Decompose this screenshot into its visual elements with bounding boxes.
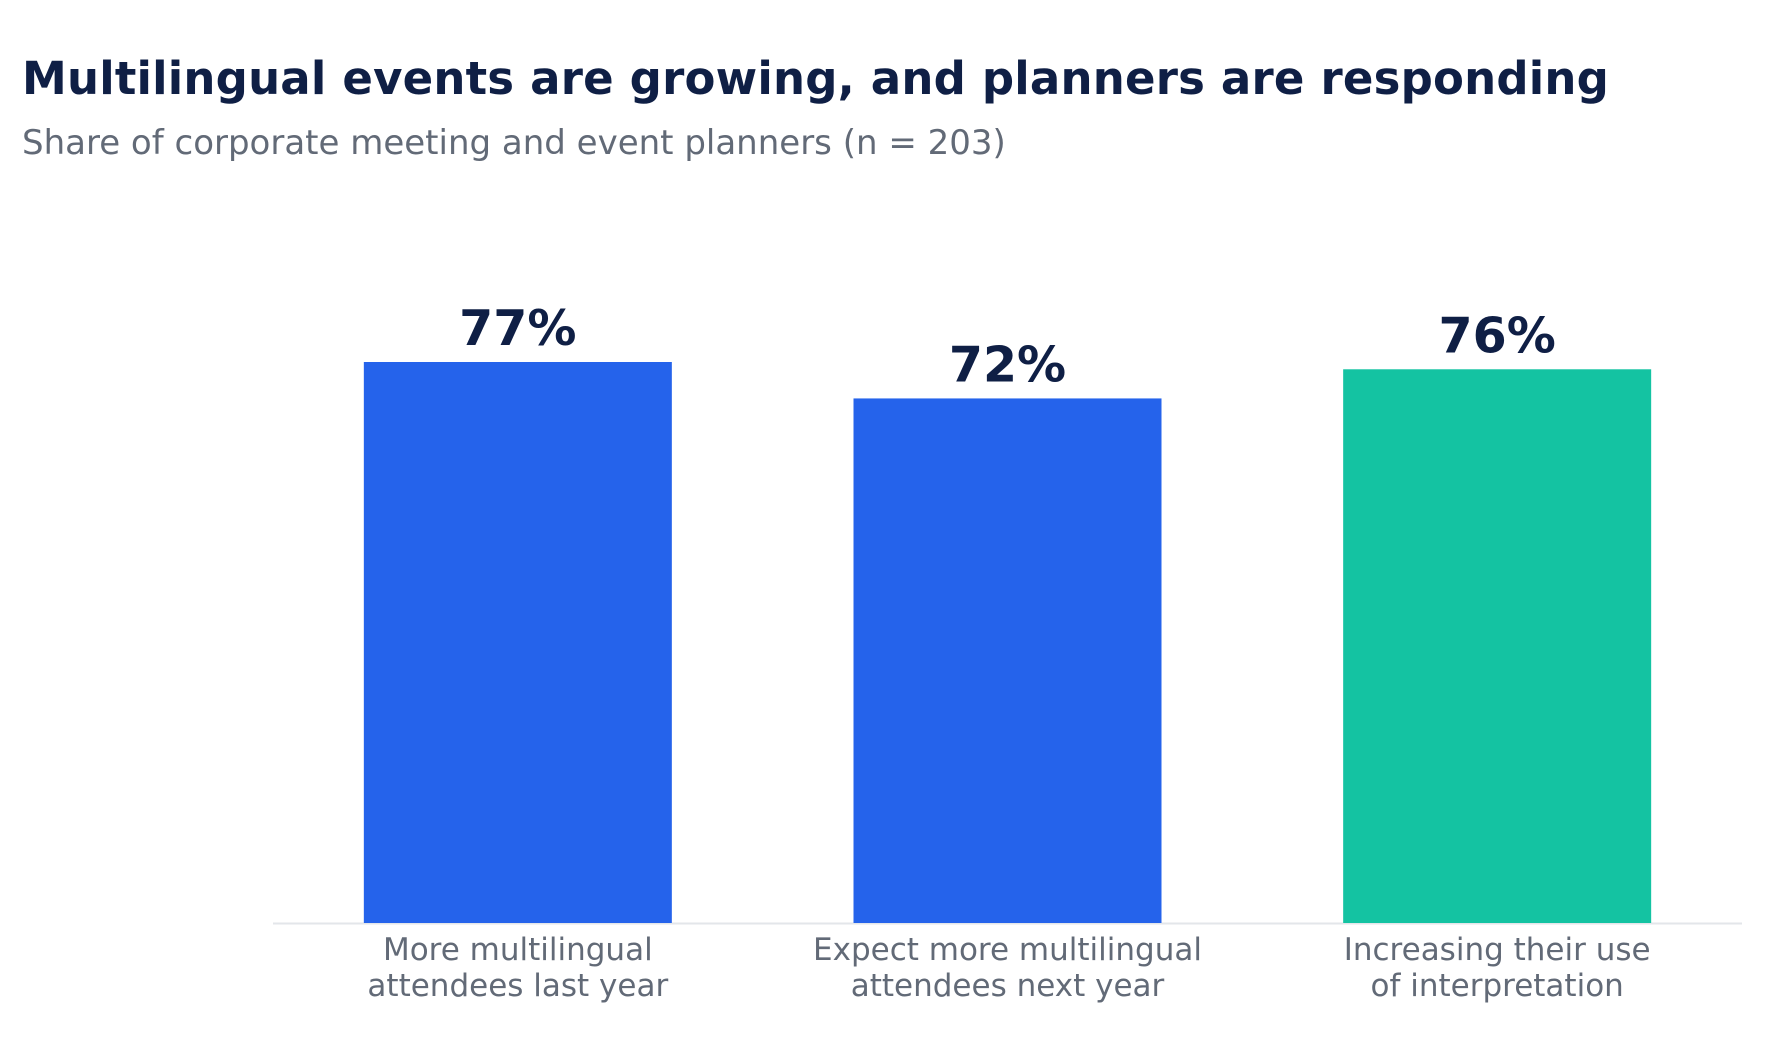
category-label-line: Expect more multilingual: [813, 932, 1202, 968]
bar-value-label-2: 72%: [949, 336, 1066, 393]
category-label-3: Increasing their use of interpretation: [1344, 932, 1651, 1004]
bar-value-label-1: 77%: [459, 300, 576, 357]
category-label-line: attendees last year: [367, 968, 668, 1004]
bar-1: [363, 362, 672, 923]
bar-2: [853, 398, 1162, 923]
category-label-line: Increasing their use: [1344, 932, 1651, 968]
category-label-line: attendees next year: [851, 968, 1165, 1004]
category-label-line: of interpretation: [1371, 968, 1624, 1004]
chart-subtitle: Share of corporate meeting and event pla…: [22, 123, 1006, 163]
bar-value-label-3: 76%: [1439, 307, 1556, 364]
chart-title: Multilingual events are growing, and pla…: [22, 52, 1610, 105]
category-label-line: More multilingual: [383, 932, 653, 968]
bar-3: [1343, 369, 1652, 923]
category-label-1: More multilingual attendees last year: [367, 932, 668, 1004]
category-label-2: Expect more multilingual attendees next y…: [813, 932, 1202, 1004]
